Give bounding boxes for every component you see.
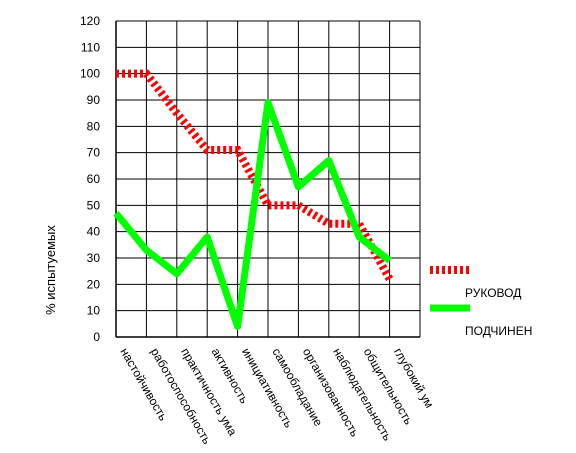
legend-label-1: РУКОВОД: [465, 286, 521, 300]
legend: РУКОВОД ПОДЧИНЕН: [430, 266, 532, 338]
y-tick-label: 40: [87, 225, 101, 239]
y-axis-label: % испытуемых: [43, 225, 58, 315]
y-tick-label: 60: [87, 172, 101, 186]
y-tick-label: 30: [87, 251, 101, 265]
y-tick-label: 50: [87, 198, 101, 212]
series-line-1: [116, 69, 394, 281]
y-tick-label: 20: [87, 277, 101, 291]
y-tick-label: 100: [80, 67, 100, 81]
y-tick-label: 10: [87, 304, 101, 318]
y-tick-label: 120: [80, 14, 100, 28]
y-tick-label: 110: [81, 40, 100, 54]
y-tick-label: 90: [87, 93, 101, 107]
y-tick-label: 0: [93, 330, 100, 344]
y-tick-labels: 0 10 20 30 40 50 60 70 80 90 100 110 120: [80, 14, 100, 344]
y-tick-label: 80: [87, 119, 101, 133]
legend-label-2: ПОДЧИНЕН: [465, 324, 532, 338]
series-line-2: [113, 99, 392, 330]
grid: [115, 20, 421, 338]
y-tick-label: 70: [87, 146, 101, 160]
series-lines: [113, 69, 394, 330]
x-tick-labels: настойчивостьработоспособностьпрактичнос…: [117, 346, 436, 447]
